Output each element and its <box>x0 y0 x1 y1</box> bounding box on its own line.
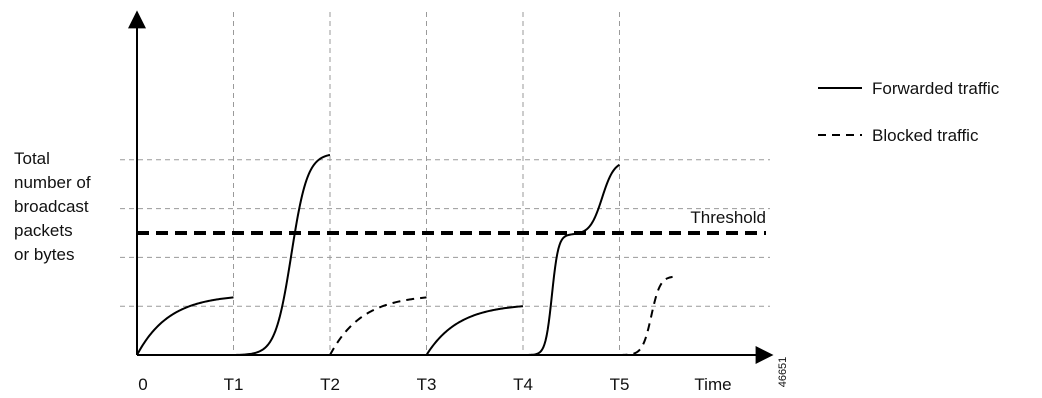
y-label-line-1: Total <box>14 149 50 168</box>
series-dashed-6 <box>619 275 673 356</box>
x-tick-t2: T2 <box>320 375 340 394</box>
series-solid-1 <box>136 296 234 356</box>
figure-id: 46651 <box>777 357 789 388</box>
legend-label-blocked: Blocked traffic <box>872 126 979 145</box>
threshold-label: Threshold <box>690 208 766 227</box>
y-label-line-4: packets <box>14 221 73 240</box>
legend-label-forwarded: Forwarded traffic <box>872 79 1000 98</box>
series-solid-5 <box>522 163 621 356</box>
x-tick-t5: T5 <box>610 375 630 394</box>
series-solid-2 <box>233 153 331 356</box>
series-group <box>136 153 673 356</box>
y-label-line-2: number of <box>14 173 91 192</box>
series-dashed-3 <box>329 296 427 356</box>
x-tick-t1: T1 <box>224 375 244 394</box>
y-label-line-5: or bytes <box>14 245 74 264</box>
y-label-line-3: broadcast <box>14 197 89 216</box>
y-axis-label: Total number of broadcast packets or byt… <box>14 149 91 264</box>
x-tick-0: 0 <box>138 375 147 394</box>
grid-lines <box>120 12 770 355</box>
x-tick-t4: T4 <box>513 375 533 394</box>
legend: Forwarded traffic Blocked traffic <box>818 79 1000 145</box>
x-tick-labels: 0 T1 T2 T3 T4 T5 <box>138 375 629 394</box>
x-tick-t3: T3 <box>417 375 437 394</box>
series-solid-4 <box>425 305 524 356</box>
x-axis-label: Time <box>694 375 731 394</box>
